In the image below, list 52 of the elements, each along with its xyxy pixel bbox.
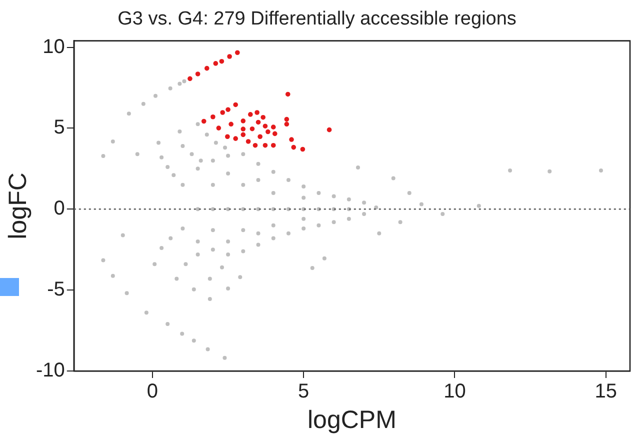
point bbox=[226, 107, 230, 112]
point bbox=[272, 131, 278, 136]
x-tick-label: 10 bbox=[444, 380, 466, 403]
point bbox=[252, 142, 258, 148]
point bbox=[233, 136, 238, 141]
y-tick-label: -10 bbox=[36, 360, 65, 382]
point bbox=[235, 50, 240, 56]
point bbox=[210, 114, 216, 120]
point bbox=[260, 114, 266, 120]
point bbox=[300, 146, 306, 152]
point bbox=[240, 132, 246, 138]
point bbox=[204, 66, 210, 71]
point bbox=[254, 110, 260, 115]
point bbox=[240, 118, 246, 124]
point bbox=[285, 92, 290, 97]
point bbox=[256, 120, 261, 125]
point bbox=[284, 122, 290, 127]
point bbox=[246, 139, 251, 144]
y-tick-label: 5 bbox=[54, 116, 65, 139]
y-axis-title: logFC bbox=[4, 172, 32, 240]
point bbox=[227, 54, 232, 59]
point bbox=[250, 126, 255, 132]
chart-title: G3 vs. G4: 279 Differentially accessible regions bbox=[118, 8, 516, 30]
point bbox=[270, 124, 276, 130]
point bbox=[258, 134, 262, 140]
point bbox=[225, 134, 230, 140]
point bbox=[201, 118, 206, 124]
point bbox=[262, 124, 268, 128]
point bbox=[240, 126, 246, 132]
point bbox=[270, 142, 276, 148]
y-tick-label: -5 bbox=[47, 278, 65, 301]
point bbox=[262, 142, 268, 148]
x-tick-label: 0 bbox=[146, 380, 158, 403]
point bbox=[219, 58, 224, 64]
point bbox=[188, 76, 192, 82]
point bbox=[326, 127, 332, 132]
point bbox=[228, 122, 234, 127]
point bbox=[220, 110, 225, 115]
point bbox=[195, 72, 200, 76]
x-tick-label: 15 bbox=[594, 380, 617, 403]
point bbox=[291, 144, 296, 150]
point bbox=[213, 61, 218, 66]
point bbox=[266, 129, 270, 134]
y-tick-label: 10 bbox=[42, 36, 65, 58]
point bbox=[289, 137, 294, 142]
point bbox=[248, 112, 253, 117]
y-tick-label: 0 bbox=[54, 198, 65, 220]
point bbox=[216, 126, 222, 130]
x-tick-label: 5 bbox=[298, 380, 310, 403]
point bbox=[233, 102, 238, 108]
point bbox=[284, 116, 290, 122]
x-axis-title: logCPM bbox=[307, 406, 396, 434]
